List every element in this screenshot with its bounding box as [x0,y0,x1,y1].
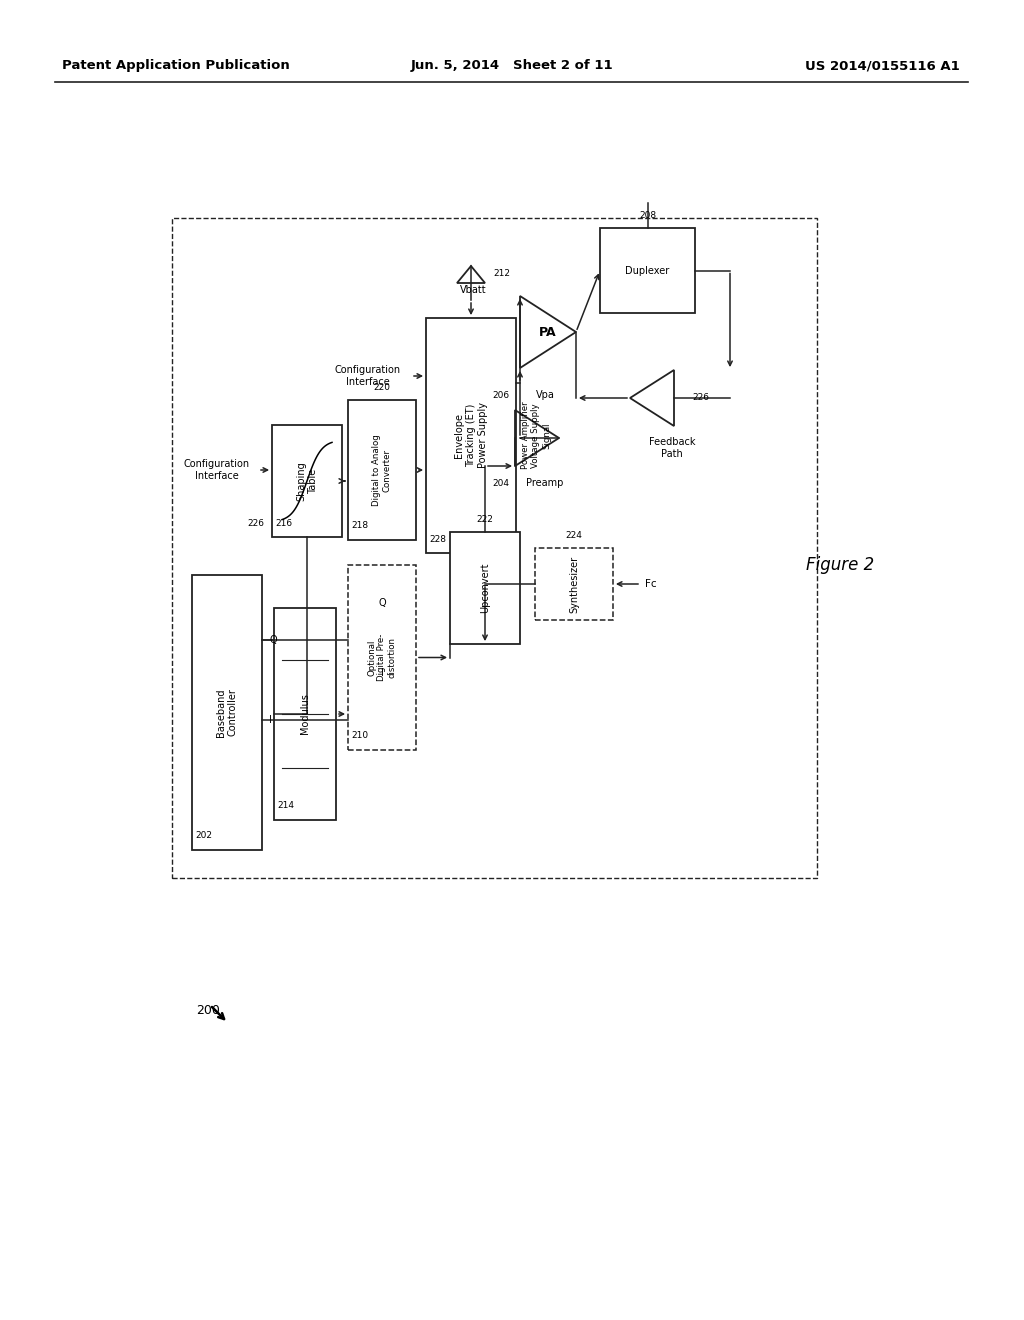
Text: Jun. 5, 2014   Sheet 2 of 11: Jun. 5, 2014 Sheet 2 of 11 [411,59,613,73]
Text: 202: 202 [195,832,212,841]
Text: 206: 206 [493,391,510,400]
Text: Patent Application Publication: Patent Application Publication [62,59,290,73]
Text: Baseband
Controller: Baseband Controller [216,688,238,737]
Text: 218: 218 [351,521,368,531]
Text: Envelope
Tracking (ET)
Power Supply: Envelope Tracking (ET) Power Supply [455,403,487,469]
Text: Vbatt: Vbatt [460,285,486,294]
Bar [450,532,520,644]
Text: 204: 204 [493,479,510,487]
Text: 228: 228 [429,535,446,544]
Text: 200: 200 [196,1003,220,1016]
Text: Preamp: Preamp [526,478,563,488]
Text: US 2014/0155116 A1: US 2014/0155116 A1 [805,59,961,73]
Text: Optional
Digital Pre-
distortion: Optional Digital Pre- distortion [367,634,397,681]
Bar [172,218,817,878]
Text: Shaping
Table: Shaping Table [296,461,317,500]
Text: Duplexer: Duplexer [626,265,670,276]
Bar [426,318,516,553]
Text: 212: 212 [493,269,510,279]
Text: Configuration
Interface: Configuration Interface [184,459,250,480]
Text: Feedback
Path: Feedback Path [649,437,695,459]
Text: 226: 226 [247,519,264,528]
Text: Configuration
Interface: Configuration Interface [335,366,401,387]
Text: 214: 214 [278,801,294,810]
Text: Fc: Fc [645,579,656,589]
Text: I: I [269,715,272,725]
Text: Q: Q [269,635,276,645]
Bar [348,565,416,750]
Text: PA: PA [540,326,557,338]
Text: Figure 2: Figure 2 [806,556,874,574]
Text: Upconvert: Upconvert [480,562,490,614]
Text: 210: 210 [351,731,368,741]
Text: 226: 226 [692,393,709,403]
Bar [193,576,262,850]
Text: 208: 208 [639,210,656,219]
Bar [348,400,416,540]
Text: Digital to Analog
Converter: Digital to Analog Converter [373,434,392,506]
Text: 216: 216 [275,519,292,528]
Text: Synthesizer: Synthesizer [569,556,579,612]
Text: Vpa: Vpa [536,389,554,400]
Text: I: I [381,668,383,678]
Text: Q: Q [378,598,386,609]
Bar [600,228,695,313]
Text: 220: 220 [374,383,390,392]
Text: Power Amplifier
Voltage Supply
Signal: Power Amplifier Voltage Supply Signal [521,401,551,470]
Text: Modulus: Modulus [300,693,310,734]
Text: 224: 224 [565,531,583,540]
Bar [535,548,613,620]
Text: 222: 222 [476,515,494,524]
Bar [274,609,336,820]
Bar [272,425,342,537]
